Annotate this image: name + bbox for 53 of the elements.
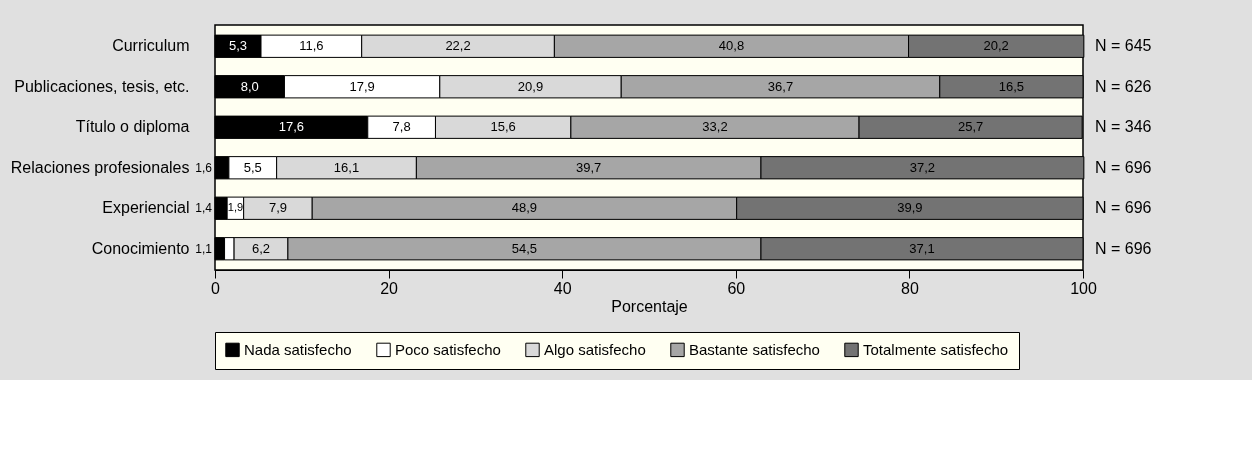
x-tick-label: 100 [1070,279,1097,297]
data-label: 7,8 [392,119,411,135]
data-label: 1,4 [195,201,213,216]
legend-label: Poco satisfecho [395,340,501,358]
x-tick-label: 80 [901,279,919,297]
text: N = 696 [1095,199,1152,217]
y-tick-label: Conocimiento [91,239,190,257]
data-label: 11,6 [299,38,324,54]
data-label: 39,9 [897,200,923,216]
data-label: 6,2 [251,240,271,256]
data-label: 1,9 [227,201,244,214]
y-tick-label: Curriculum [112,37,190,55]
data-label: 33,2 [702,119,728,135]
data-label: 22,2 [445,38,471,54]
legend-label: Bastante satisfecho [689,340,820,358]
data-label: 7,9 [268,200,287,216]
y-tick-label: Experiencial [102,199,190,217]
text: N = 645 [1095,37,1152,55]
y-tick-label: Título o diploma [75,118,190,136]
y-tick-label: Publicaciones, tesis, etc. [14,77,190,95]
data-label: 36,7 [767,78,794,94]
x-tick-label: 20 [380,279,399,297]
x-axis-title: Porcentaje [611,297,688,315]
data-label: 16,5 [998,78,1025,94]
data-label: 17,9 [349,78,375,94]
data-label: 1,6 [195,160,213,175]
data-label: 20,2 [983,38,1009,54]
data-label: 16,1 [333,159,360,175]
data-label: 17,6 [278,119,305,135]
data-label: 25,7 [957,119,984,135]
data-label: 15,6 [490,119,516,135]
data-label: 8,0 [240,78,259,94]
legend-label: Nada satisfecho [244,340,352,358]
data-label: 20,9 [517,78,544,94]
legend-label: Algo satisfecho [544,340,646,358]
data-label: 37,2 [909,159,936,175]
data-label: 5,3 [228,38,248,54]
x-tick-label: 0 [211,279,221,297]
y-tick-label: Relaciones profesionales [10,158,190,176]
data-label: 39,7 [576,159,602,175]
data-label: 54,5 [511,240,538,256]
data-label: 5,5 [243,159,262,175]
x-tick-label: 40 [553,279,572,297]
legend-label: Totalmente satisfecho [863,340,1009,358]
data-label: 40,8 [718,38,745,54]
x-tick-label: 60 [727,279,746,297]
text: N = 696 [1095,239,1152,257]
text: N = 696 [1095,158,1152,176]
text: N = 346 [1095,118,1152,136]
data-label: 37,1 [909,240,935,256]
data-label: 1,1 [195,241,213,256]
text: N = 626 [1095,77,1152,95]
data-label: 48,9 [511,200,538,216]
